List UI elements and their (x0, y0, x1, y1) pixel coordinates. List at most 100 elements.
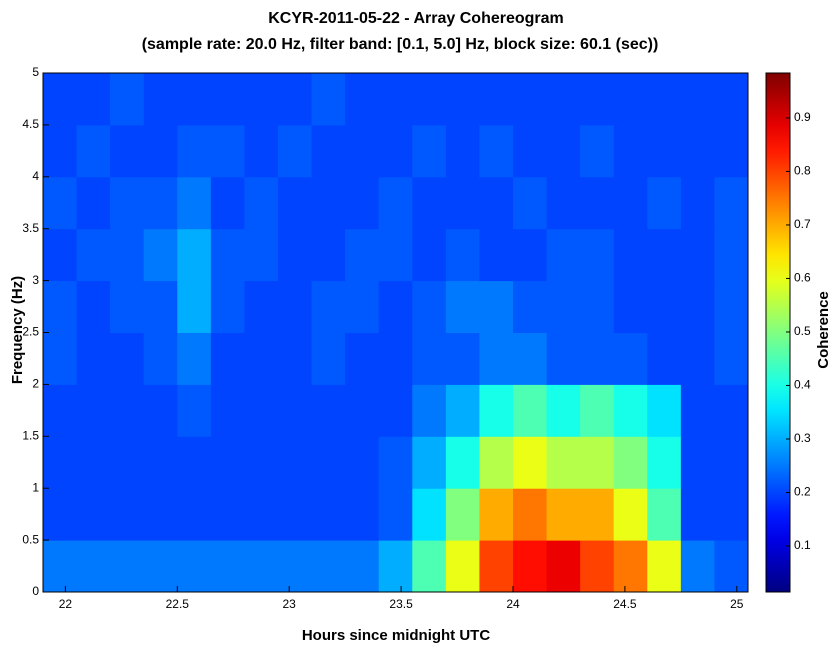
heat-cell (278, 540, 313, 592)
heat-cell (143, 73, 178, 126)
heat-cell (210, 176, 245, 230)
y-tick-label: 4 (32, 169, 39, 183)
heat-cell (311, 280, 346, 333)
heat-cell (412, 436, 447, 489)
heat-cell (311, 176, 346, 230)
heat-cell (43, 124, 78, 178)
heat-cell (580, 124, 615, 178)
heat-cell (445, 124, 480, 178)
heat-cell (445, 73, 480, 126)
heat-cell (244, 280, 279, 333)
y-tick-label: 2 (32, 377, 39, 391)
heat-cell (714, 488, 748, 541)
heat-cell (345, 176, 380, 230)
colorbar-tick-label: 0.8 (794, 164, 811, 178)
heat-cell (244, 176, 279, 230)
heat-cell (513, 73, 548, 126)
heat-cell (43, 540, 78, 592)
heat-cell (647, 280, 682, 333)
heat-cell (345, 124, 380, 178)
heat-cell (445, 540, 480, 592)
heat-cell (278, 436, 313, 489)
heat-cell (613, 488, 648, 541)
heat-cell (513, 124, 548, 178)
heat-cell (244, 384, 279, 437)
x-tick-label: 23.5 (389, 597, 413, 611)
heat-cell (378, 488, 413, 541)
heat-cell (680, 73, 715, 126)
heat-cell (177, 436, 212, 489)
heat-cell (613, 228, 648, 282)
heat-cell (43, 228, 78, 282)
heat-cell (345, 332, 380, 385)
heat-cell (714, 228, 748, 282)
heat-cell (345, 73, 380, 126)
heat-cell (311, 436, 346, 489)
y-tick-label: 4.5 (22, 117, 39, 131)
colorbar-tick-label: 0.6 (794, 271, 811, 285)
x-tick-label: 24.5 (613, 597, 637, 611)
heat-cell (580, 176, 615, 230)
heat-cell (546, 280, 581, 333)
heat-cell (445, 280, 480, 333)
heat-cell (613, 540, 648, 592)
heat-cell (278, 124, 313, 178)
heat-cell (445, 488, 480, 541)
heat-cell (76, 540, 111, 592)
heat-cell (445, 384, 480, 437)
heat-cell (177, 280, 212, 333)
heat-cell (43, 384, 78, 437)
heat-cell (714, 436, 748, 489)
heat-cell (76, 228, 111, 282)
heat-cell (613, 73, 648, 126)
heat-cell (412, 124, 447, 178)
heat-cell (143, 384, 178, 437)
heat-cell (412, 540, 447, 592)
heat-cell (278, 280, 313, 333)
y-tick-label: 1.5 (22, 428, 39, 442)
heat-cell (110, 332, 145, 385)
heat-cell (680, 176, 715, 230)
heat-cell (714, 280, 748, 333)
heat-cell (613, 332, 648, 385)
heat-cell (143, 280, 178, 333)
heat-cell (513, 384, 548, 437)
heat-cell (412, 176, 447, 230)
heat-cell (143, 332, 178, 385)
heat-cell (311, 384, 346, 437)
heat-cell (311, 332, 346, 385)
heat-cell (278, 176, 313, 230)
heat-cell (378, 124, 413, 178)
heat-cell (143, 176, 178, 230)
heat-cell (43, 73, 78, 126)
heat-cell (76, 280, 111, 333)
heat-cell (177, 384, 212, 437)
heat-cell (244, 228, 279, 282)
heat-cell (76, 332, 111, 385)
heat-cell (110, 384, 145, 437)
heat-cell (479, 384, 514, 437)
heat-cell (647, 436, 682, 489)
heat-cell (513, 540, 548, 592)
heat-cell (445, 176, 480, 230)
heat-cell (177, 332, 212, 385)
heat-cell (680, 124, 715, 178)
heat-cell (479, 124, 514, 178)
heat-cell (378, 436, 413, 489)
heat-cell (244, 436, 279, 489)
cells (43, 73, 748, 592)
y-tick-label: 3 (32, 273, 39, 287)
heat-cell (177, 73, 212, 126)
heat-cell (714, 124, 748, 178)
heat-cell (210, 540, 245, 592)
heat-cell (210, 228, 245, 282)
heat-cell (244, 488, 279, 541)
y-axis-label: Frequency (Hz) (9, 276, 26, 384)
heat-cell (580, 488, 615, 541)
heat-cell (311, 124, 346, 178)
heat-cell (680, 384, 715, 437)
heat-cell (43, 176, 78, 230)
heat-cell (479, 228, 514, 282)
heat-cell (479, 280, 514, 333)
heat-cell (345, 228, 380, 282)
